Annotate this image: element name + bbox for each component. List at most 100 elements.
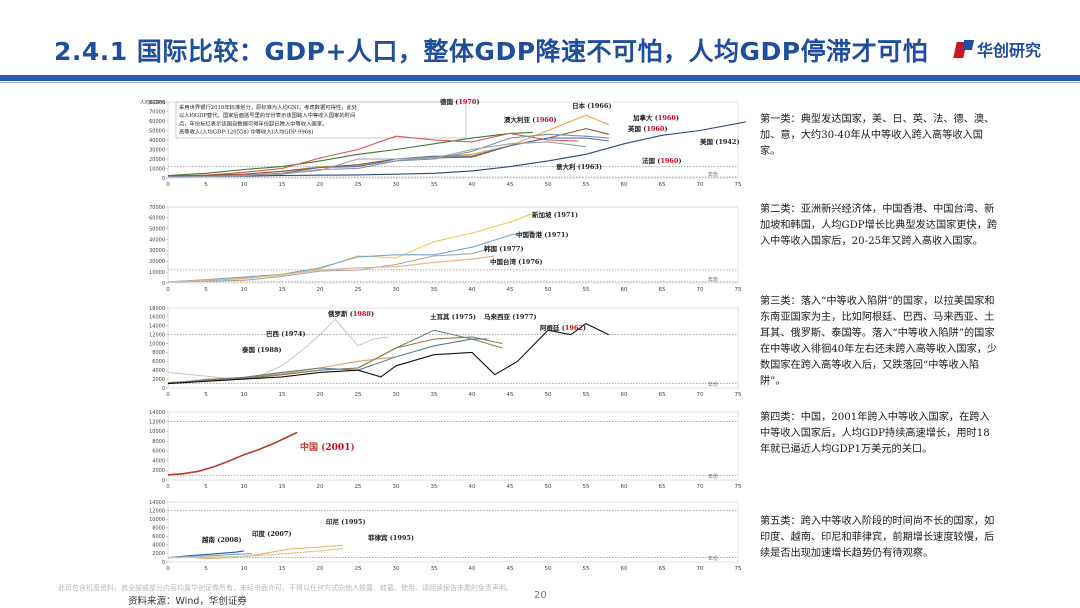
x-tick-label: 70 (697, 566, 704, 572)
y-tick-label: 30000 (149, 248, 165, 254)
title-rule-thin (0, 82, 1080, 83)
y-tick-label: 10000 (149, 166, 165, 172)
x-tick-label: 35 (431, 566, 438, 572)
series-label: 巴西 (1974) (266, 330, 306, 338)
series-line (167, 552, 252, 559)
x-tick-label: 60 (621, 566, 628, 572)
title-rule (0, 75, 1080, 81)
x-tick-label: 25 (355, 566, 362, 572)
y-tick-label: 12000 (149, 508, 165, 514)
chart-panel-asian-economies: 0 10000 20000 30000 40000 50000 60000 70000 0 5 10… (140, 201, 748, 297)
x-axis-label: 年份 (708, 276, 718, 283)
x-tick-label: 50 (545, 392, 552, 398)
y-axis-label: 人均GDP/$ (140, 99, 166, 106)
plot-frame (167, 501, 739, 563)
y-tick-label: 4000 (152, 458, 165, 464)
x-tick-label: 60 (621, 287, 628, 293)
y-tick-label: 2000 (152, 468, 165, 474)
y-tick-label: 10000 (149, 517, 165, 523)
y-tick-label: 8000 (152, 439, 165, 445)
y-tick-label: 10000 (149, 270, 165, 276)
x-tick-label: 10 (241, 484, 248, 490)
y-tick-label: 6000 (152, 359, 165, 365)
y-tick-label: 20000 (149, 157, 165, 163)
y-tick-label: 0 (162, 560, 165, 566)
x-tick-label: 65 (659, 484, 666, 490)
x-tick-label: 55 (583, 566, 590, 572)
x-tick-label: 65 (659, 287, 666, 293)
x-axis-label: 年份 (708, 555, 718, 562)
y-tick-label: 30000 (149, 147, 165, 153)
series-line (167, 131, 533, 177)
series-label: 越南 (2008) (201, 535, 242, 544)
series-line (167, 230, 533, 283)
series-label: 菲律宾 (1995) (368, 533, 414, 542)
x-tick-label: 45 (507, 566, 514, 572)
x-axis-label: 年份 (708, 473, 718, 480)
x-tick-label: 40 (469, 287, 476, 293)
x-tick-label: 30 (393, 484, 400, 490)
series-label: 意大利 (1963) (556, 162, 602, 171)
series-label: 俄罗斯 (1988) (327, 309, 374, 318)
x-tick-label: 60 (621, 182, 628, 188)
series-line (167, 548, 343, 559)
y-tick-label: 8000 (152, 350, 165, 356)
note-box (175, 101, 467, 139)
x-axis-label: 年份 (708, 381, 718, 388)
x-tick-label: 50 (545, 182, 552, 188)
chart-panel-emerging: 0 2000 4000 6000 8000 10000 12000 14000 0 5 10 15 20… (140, 496, 748, 576)
y-tick-label: 2000 (152, 377, 165, 383)
y-tick-label: 80000 (149, 100, 165, 106)
series-line (167, 121, 746, 178)
x-tick-label: 60 (621, 392, 628, 398)
note-text: 以人均GDP替代，国家后面括号里的年份表示该国跨入中等收入国家的时间 (179, 111, 355, 119)
x-tick-label: 0 (166, 484, 170, 490)
x-tick-label: 25 (355, 287, 362, 293)
note-text: 采用世界银行2018年标准划分，原标准为人均GNI，考虑数据可得性，此处 (179, 103, 358, 111)
series-label: 阿根廷 (1962) (540, 323, 586, 332)
x-tick-label: 70 (697, 484, 704, 490)
series-line (167, 336, 503, 384)
x-tick-label: 5 (204, 182, 208, 188)
x-tick-label: 75 (735, 182, 742, 188)
x-tick-label: 60 (621, 484, 628, 490)
series-label: 中国台湾 (1976) (490, 257, 543, 266)
series-line (167, 141, 587, 178)
y-tick-label: 70000 (149, 205, 165, 211)
x-tick-label: 5 (204, 287, 208, 293)
x-tick-label: 10 (241, 182, 248, 188)
x-tick-label: 15 (279, 566, 286, 572)
y-tick-label: 40000 (149, 237, 165, 243)
description-category-5: 第五类：跨入中等收入阶段的时间尚不长的国家，如印度、越南、印尼和菲律宾，前期增长… (760, 516, 995, 559)
series-line (167, 248, 488, 283)
series-label: 马来西亚 (1977) (484, 312, 537, 321)
x-tick-label: 30 (393, 287, 400, 293)
x-tick-label: 15 (279, 182, 286, 188)
x-tick-label: 45 (507, 182, 514, 188)
y-tick-label: 14000 (149, 500, 165, 506)
y-tick-label: 20000 (149, 259, 165, 265)
x-tick-label: 40 (469, 566, 476, 572)
x-tick-label: 5 (204, 566, 208, 572)
y-tick-label: 18000 (149, 306, 165, 312)
x-tick-label: 0 (166, 566, 170, 572)
plot-frame (167, 307, 739, 389)
y-tick-label: 2000 (152, 551, 165, 557)
x-tick-label: 0 (166, 392, 170, 398)
description-category-4: 第四类：中国，2001年跨入中等收入国家，在跨入中等收入国家后，人均GDP持续高… (760, 412, 990, 455)
x-tick-label: 10 (241, 566, 248, 572)
x-tick-label: 50 (545, 484, 552, 490)
x-tick-label: 75 (735, 566, 742, 572)
series-label: 法国 (1960) (642, 156, 682, 165)
note-text: 点，年份标红表示该国自数据可得年份起已跨入中等收入国家。 (179, 119, 327, 127)
x-tick-label: 30 (393, 392, 400, 398)
x-tick-label: 70 (697, 182, 704, 188)
y-tick-label: 70000 (149, 109, 165, 115)
x-tick-label: 70 (697, 287, 704, 293)
y-tick-label: 10000 (149, 429, 165, 435)
x-tick-label: 55 (583, 287, 590, 293)
description-category-2: 第二类：亚洲新兴经济体，中国香港、中国台湾、新加坡和韩国，人均GDP增长比典型发… (760, 204, 998, 247)
y-tick-label: 6000 (152, 534, 165, 540)
series-label: 印尼 (1995) (326, 517, 366, 526)
x-tick-label: 45 (507, 287, 514, 293)
